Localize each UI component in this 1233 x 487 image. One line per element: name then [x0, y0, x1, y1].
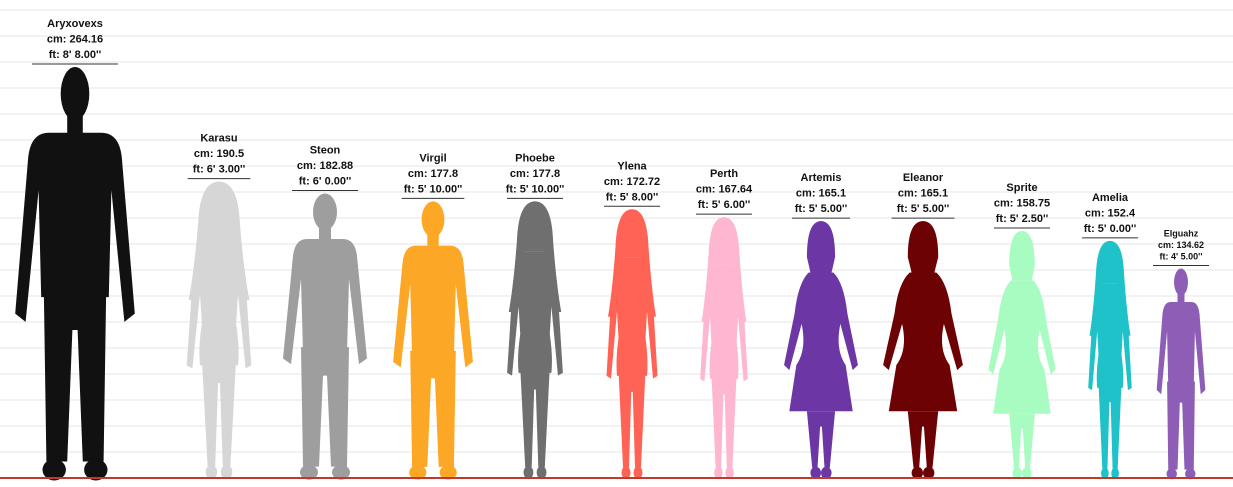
silhouette-elguahz [1156, 268, 1206, 480]
silhouette-aryxovexs [15, 67, 135, 481]
ft-label: ft: 6' 3.00'' [193, 164, 246, 176]
cm-label: cm: 165.1 [796, 188, 846, 200]
silhouette-sprite [988, 231, 1056, 479]
character-karasu: Karasu cm: 190.5 ft: 6' 3.00'' [186, 133, 252, 480]
character-perth: Perth cm: 167.64 ft: 5' 6.00'' [696, 168, 753, 480]
silhouette-steon [283, 193, 367, 480]
character-phoebe: Phoebe cm: 177.8 ft: 5' 10.00'' [506, 152, 565, 480]
ft-label: ft: 5' 8.00'' [606, 191, 659, 203]
character-virgil: Virgil cm: 177.8 ft: 5' 10.00'' [393, 152, 473, 480]
ft-label: ft: 5' 0.00'' [1084, 223, 1137, 235]
name-label: Sprite [1006, 182, 1037, 194]
ft-label: ft: 6' 0.00'' [299, 175, 352, 187]
name-label: Phoebe [515, 152, 555, 164]
silhouette-phoebe [507, 201, 563, 480]
cm-label: cm: 182.88 [297, 160, 353, 172]
ft-label: ft: 5' 10.00'' [404, 183, 463, 195]
silhouette-perth [700, 217, 748, 480]
silhouette-eleanor [883, 221, 963, 480]
character-steon: Steon cm: 182.88 ft: 6' 0.00'' [283, 144, 367, 480]
cm-label: cm: 134.62 [1158, 240, 1204, 250]
ft-label: ft: 5' 10.00'' [506, 183, 565, 195]
silhouette-virgil [393, 201, 473, 480]
ft-label: ft: 5' 2.50'' [996, 213, 1049, 225]
silhouette-ylena [606, 209, 658, 480]
silhouette-karasu [186, 181, 252, 480]
character-figures: Aryxovexs cm: 264.16 ft: 8' 8.00'' Karasu cm… [15, 18, 1209, 481]
name-label: Amelia [1092, 192, 1129, 204]
cm-label: cm: 190.5 [194, 148, 244, 160]
name-label: Elguahz [1164, 229, 1199, 239]
name-label: Karasu [200, 133, 237, 145]
name-label: Steon [310, 144, 341, 156]
character-ylena: Ylena cm: 172.72 ft: 5' 8.00'' [604, 160, 660, 480]
character-eleanor: Eleanor cm: 165.1 ft: 5' 5.00'' [883, 172, 963, 480]
silhouette-amelia [1088, 240, 1132, 479]
name-label: Ylena [617, 160, 647, 172]
ft-label: ft: 5' 5.00'' [795, 203, 848, 215]
cm-label: cm: 167.64 [696, 184, 753, 196]
ft-label: ft: 5' 6.00'' [698, 199, 751, 211]
name-label: Virgil [419, 152, 446, 164]
cm-label: cm: 172.72 [604, 176, 660, 188]
character-sprite: Sprite cm: 158.75 ft: 5' 2.50'' [988, 182, 1056, 479]
name-label: Aryxovexs [47, 18, 103, 30]
name-label: Artemis [801, 172, 842, 184]
cm-label: cm: 165.1 [898, 188, 948, 200]
character-amelia: Amelia cm: 152.4 ft: 5' 0.00'' [1082, 192, 1138, 479]
cm-label: cm: 177.8 [510, 168, 560, 180]
cm-label: cm: 158.75 [994, 198, 1050, 210]
name-label: Perth [710, 168, 738, 180]
cm-label: cm: 152.4 [1085, 207, 1136, 219]
character-artemis: Artemis cm: 165.1 ft: 5' 5.00'' [784, 172, 858, 480]
ft-label: ft: 4' 5.00'' [1160, 252, 1203, 262]
silhouette-artemis [784, 221, 858, 480]
character-aryxovexs: Aryxovexs cm: 264.16 ft: 8' 8.00'' [15, 18, 135, 481]
ft-label: ft: 8' 8.00'' [49, 49, 102, 61]
cm-label: cm: 264.16 [47, 34, 103, 46]
name-label: Eleanor [903, 172, 944, 184]
cm-label: cm: 177.8 [408, 168, 458, 180]
ft-label: ft: 5' 5.00'' [897, 203, 950, 215]
gridlines [0, 9, 1233, 453]
